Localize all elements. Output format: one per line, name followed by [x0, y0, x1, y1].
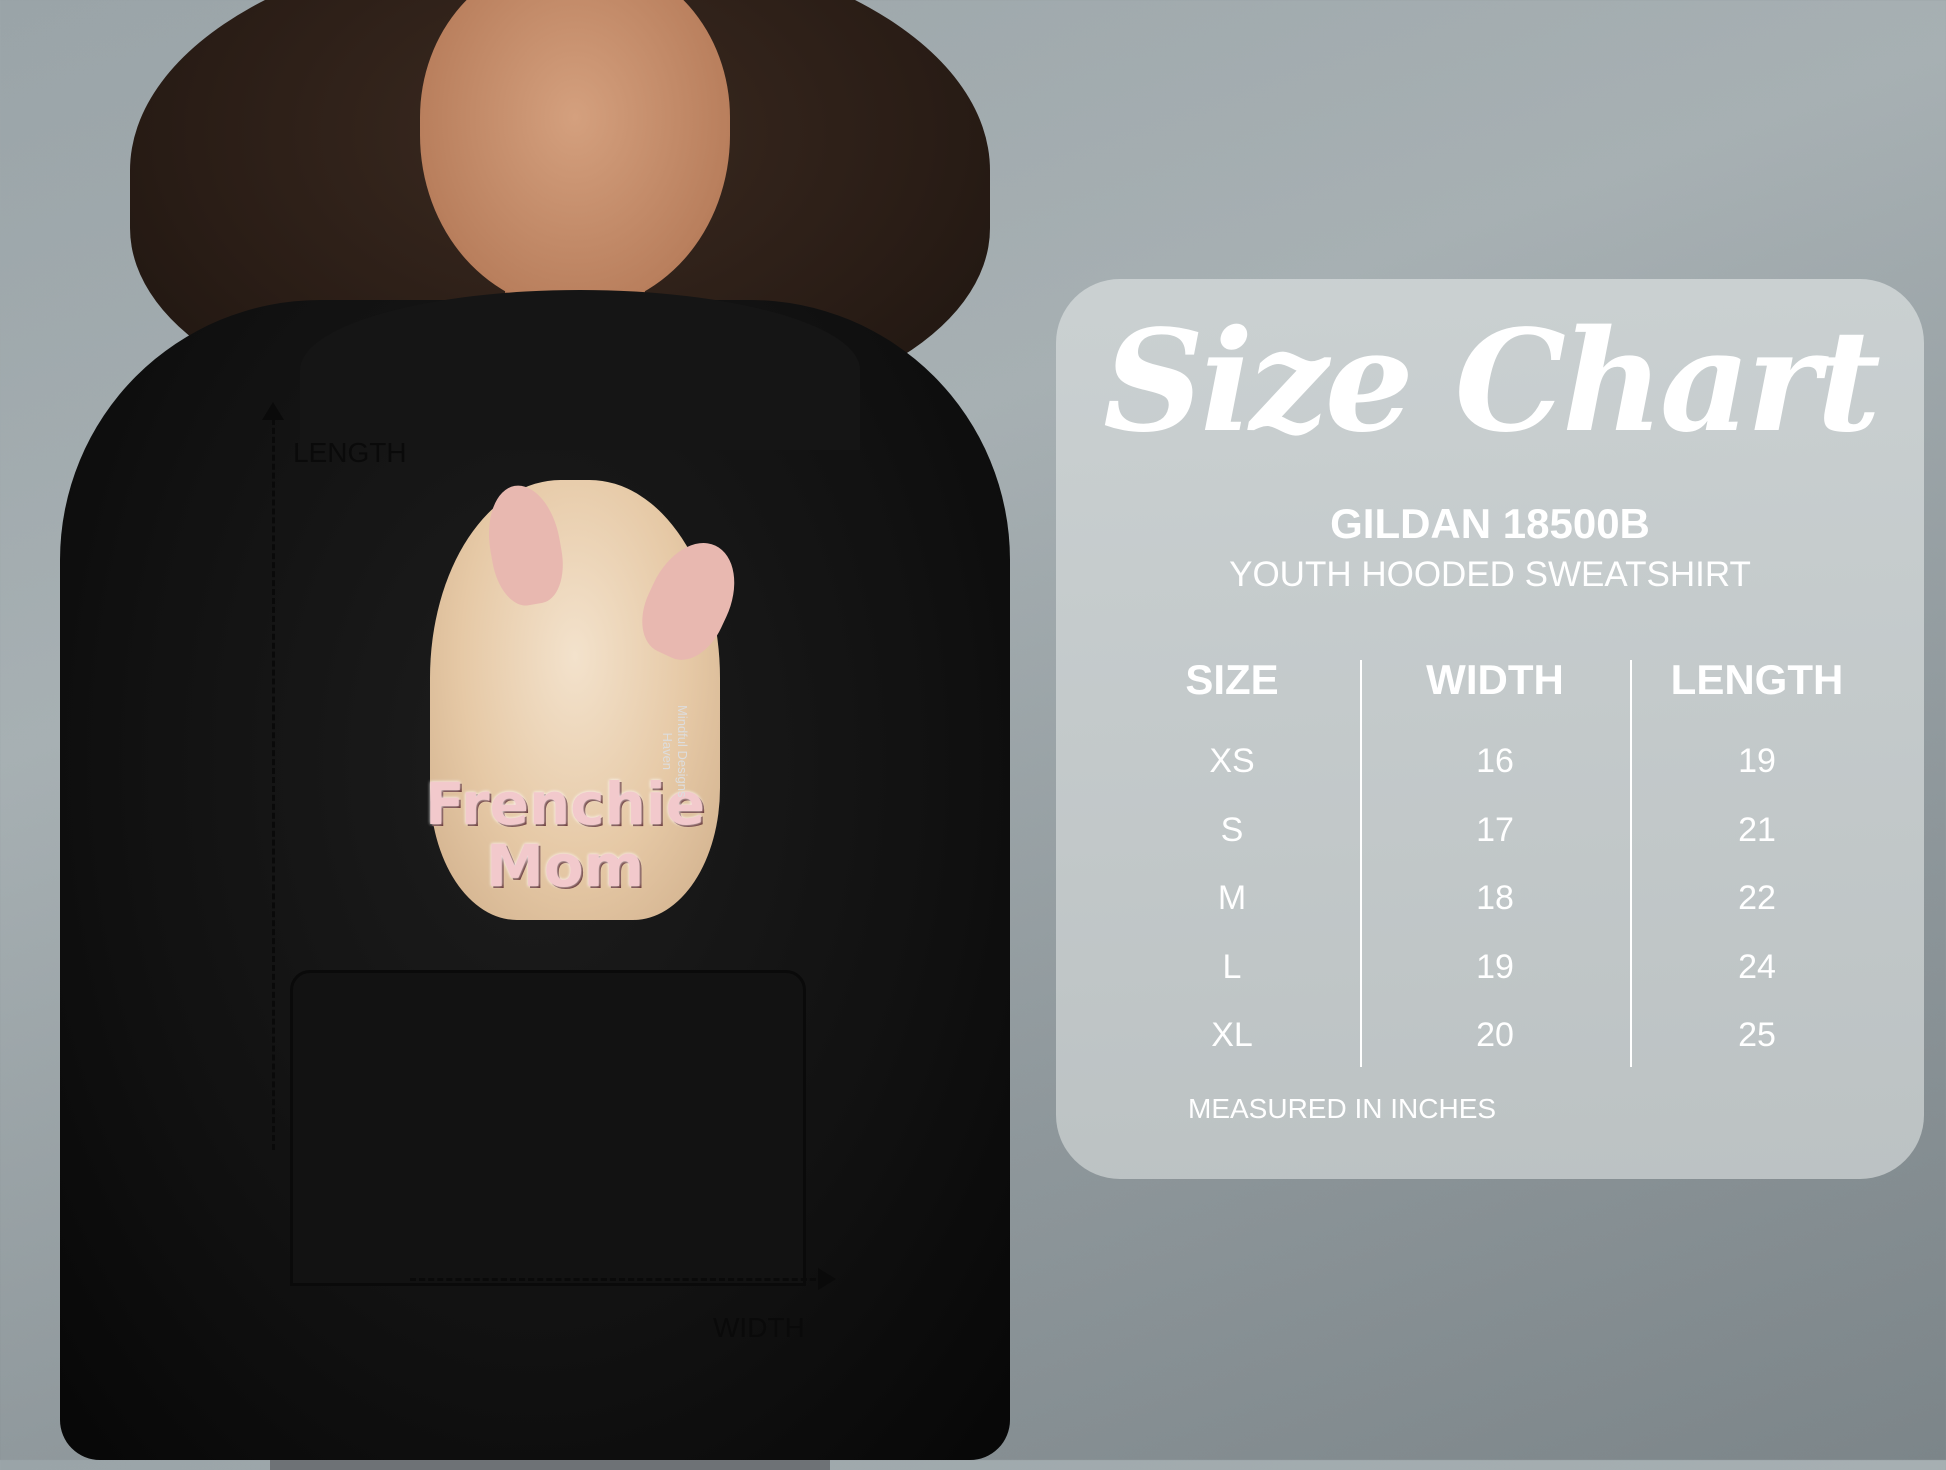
cell-width: 19: [1476, 947, 1514, 986]
cell-length: 24: [1738, 947, 1776, 986]
brand-line2: Haven: [660, 732, 675, 771]
print-text-frenchie: Frenchie: [424, 770, 706, 838]
cell-width: 18: [1476, 879, 1514, 917]
column-header-size: SIZE: [1185, 656, 1279, 703]
brand-signature: Mindful Designs Haven: [660, 705, 690, 798]
width-measure-line: [410, 1278, 825, 1281]
product-model: GILDAN 18500B: [1330, 500, 1650, 547]
cell-length: 22: [1738, 879, 1776, 917]
size-chart-title: Size Chart: [1103, 300, 1881, 464]
arrow-right-icon: [818, 1268, 836, 1290]
arrow-up-icon: [262, 402, 284, 420]
product-name: YOUTH HOODED SWEATSHIRT: [1229, 555, 1751, 594]
cell-width: 20: [1476, 1016, 1514, 1054]
cell-length: 25: [1738, 1016, 1776, 1054]
size-chart-panel: [1056, 279, 1924, 1179]
column-divider: [1630, 660, 1632, 1067]
cell-width: 17: [1476, 810, 1514, 849]
cell-size: S: [1220, 810, 1244, 849]
measurement-note: MEASURED IN INCHES: [1188, 1093, 1497, 1124]
cell-size: L: [1222, 947, 1242, 986]
cell-length: 21: [1738, 810, 1776, 849]
cell-width: 16: [1476, 742, 1514, 780]
width-label: WIDTH: [713, 1312, 805, 1343]
brand-line1: Mindful Designs: [675, 705, 690, 798]
column-header-length: LENGTH: [1670, 656, 1844, 703]
cell-size: XS: [1209, 742, 1255, 780]
cell-size: M: [1217, 879, 1247, 917]
hood: [300, 290, 860, 450]
face: [420, 0, 730, 310]
cell-length: 19: [1738, 742, 1776, 780]
length-label: LENGTH: [293, 437, 407, 468]
column-divider: [1360, 660, 1362, 1067]
french-bulldog-graphic: [430, 480, 720, 920]
column-header-width: WIDTH: [1426, 656, 1564, 703]
print-text-mom: Mom: [486, 832, 644, 900]
length-measure-line: [272, 410, 275, 1150]
hoodie-pocket: [290, 970, 806, 1286]
cell-size: XL: [1211, 1016, 1253, 1054]
